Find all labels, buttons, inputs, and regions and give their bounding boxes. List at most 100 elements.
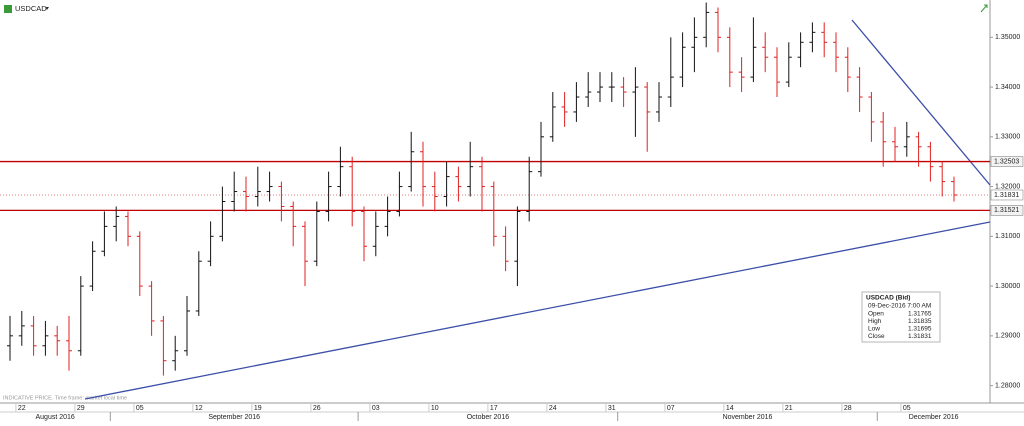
- y-tick-label: 1.31000: [995, 233, 1020, 240]
- x-tick-label: 28: [844, 405, 852, 412]
- ohlc-bar: [231, 171, 238, 212]
- ohlc-bar: [313, 201, 320, 267]
- dropdown-arrow[interactable]: [45, 7, 49, 10]
- y-tick-label: 1.32000: [995, 183, 1020, 190]
- tooltip-value: 1.31831: [908, 333, 932, 340]
- x-tick-label: 12: [195, 405, 203, 412]
- ohlc-bar: [514, 206, 521, 287]
- ohlc-bar: [856, 67, 863, 112]
- ohlc-bar: [585, 72, 592, 107]
- ohlc-bar: [396, 171, 403, 217]
- y-tick-label: 1.33000: [995, 134, 1020, 141]
- ohlc-bar: [455, 166, 462, 202]
- ohlc-bar: [278, 181, 285, 222]
- ohlc-bar: [219, 186, 226, 242]
- y-tick-label: 1.34000: [995, 84, 1020, 91]
- ohlc-bar: [927, 141, 934, 182]
- ohlc-bar: [136, 231, 143, 297]
- x-tick-label: 07: [667, 405, 675, 412]
- tooltip-value: 1.31835: [908, 318, 932, 325]
- ohlc-bar: [892, 126, 898, 162]
- ohlc-bar: [172, 335, 179, 371]
- level-label: 1.31521: [994, 207, 1019, 214]
- ohlc-bar: [644, 82, 651, 152]
- symbol-icon: [4, 5, 12, 13]
- x-tick-label: 31: [608, 405, 616, 412]
- ohlc-bar: [667, 37, 674, 107]
- ohlc-bar: [679, 32, 686, 88]
- ohlc-bar: [18, 310, 25, 346]
- symbol-label[interactable]: USDCAD: [15, 4, 47, 13]
- ohlc-bar: [207, 221, 214, 267]
- ohlc-bar: [632, 67, 639, 137]
- x-tick-label: 24: [549, 405, 557, 412]
- ohlc-bar: [243, 176, 249, 212]
- ohlc-bar: [549, 92, 556, 142]
- tooltip-title: USDCAD (Bid): [866, 295, 910, 302]
- level-tag: [990, 156, 1024, 167]
- ohlc-bar: [7, 315, 13, 361]
- ohlc-bar: [66, 315, 72, 371]
- ohlc-bar: [608, 72, 615, 102]
- ohlc-bar: [538, 121, 544, 177]
- ohlc-bar: [656, 82, 662, 122]
- tooltip-key: Close: [868, 333, 885, 340]
- ohlc-bar: [762, 32, 769, 73]
- ohlc-bar: [715, 7, 721, 53]
- ohlc-bar: [915, 131, 922, 167]
- month-label: August 2016: [35, 414, 74, 421]
- x-tick-label: 29: [77, 405, 85, 412]
- ohlc-bar: [325, 171, 332, 222]
- tooltip-value: 1.31695: [908, 326, 932, 333]
- ohlc-bar: [254, 166, 261, 207]
- ohlc-bar: [502, 226, 509, 272]
- ohlc-bar: [467, 141, 474, 197]
- ohlc-bar: [337, 146, 344, 197]
- ohlc-bar: [384, 196, 391, 237]
- ohlc-bar: [951, 176, 957, 202]
- ohlc-bar: [408, 131, 415, 192]
- ohlc-bar: [113, 206, 120, 242]
- ohlc-bar: [738, 57, 745, 93]
- ohlc-bar: [160, 315, 167, 376]
- y-tick-label: 1.28000: [995, 382, 1020, 389]
- month-label: October 2016: [467, 414, 510, 421]
- ohlc-bar: [797, 32, 804, 68]
- ohlc-bar: [785, 42, 792, 88]
- month-label: December 2016: [909, 414, 959, 421]
- x-tick-label: 21: [785, 405, 793, 412]
- ohlc-bar: [903, 121, 910, 157]
- ohlc-bar: [844, 47, 851, 93]
- tooltip-key: Open: [868, 311, 884, 318]
- ohlc-bar: [703, 2, 710, 48]
- ohlc-bar: [54, 325, 61, 356]
- ohlc-bar: [77, 276, 84, 356]
- ohlc-bar: [372, 211, 379, 257]
- x-tick-label: 05: [136, 405, 144, 412]
- ohlc-bar: [726, 27, 733, 88]
- tooltip-key: High: [868, 318, 882, 325]
- x-tick-label: 26: [313, 405, 321, 412]
- ohlc-bar: [774, 47, 780, 98]
- level-label: 1.32503: [994, 158, 1019, 165]
- month-label: November 2016: [723, 414, 773, 421]
- footnote: INDICATIVE PRICE. Time frame: market loc…: [3, 395, 127, 401]
- ohlc-bar: [573, 82, 580, 122]
- x-tick-label: 17: [490, 405, 498, 412]
- ohlc-bar: [361, 206, 367, 262]
- ohlc-bar: [868, 92, 875, 142]
- ohlc-bar: [821, 22, 828, 58]
- ohlc-bar: [880, 111, 887, 167]
- y-tick-label: 1.30000: [995, 283, 1020, 290]
- ohlc-bar: [597, 72, 603, 102]
- ohlc-bar: [561, 92, 568, 127]
- ohlc-bar: [125, 211, 131, 247]
- last-price-label: 1.31831: [994, 192, 1019, 199]
- x-tick-label: 22: [18, 405, 26, 412]
- ohlc-bar: [101, 211, 108, 257]
- ohlc-bar: [691, 17, 698, 73]
- ohlc-bar: [833, 32, 839, 73]
- ohlc-bar: [290, 201, 297, 247]
